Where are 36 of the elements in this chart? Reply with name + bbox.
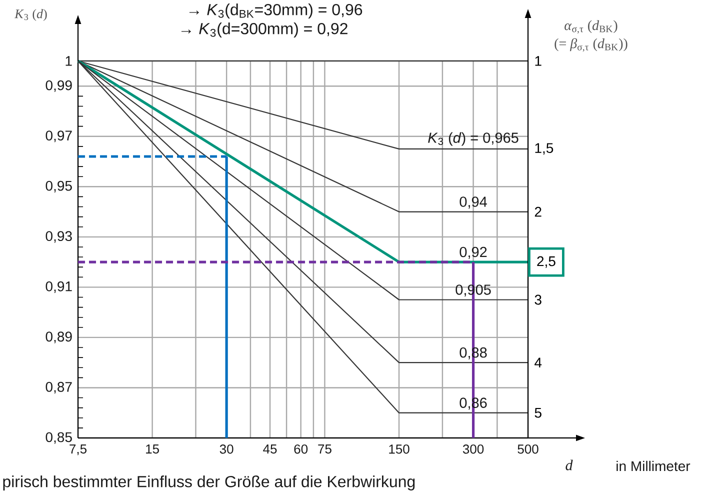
x-axis-title: d bbox=[566, 460, 573, 470]
series-label: 5 bbox=[534, 408, 542, 418]
y-tick-label: 0,93 bbox=[46, 231, 72, 243]
y-tick-label: 0,85 bbox=[46, 432, 72, 444]
x-tick-label: 300 bbox=[462, 444, 484, 454]
y-tick-label: 0,87 bbox=[46, 382, 72, 394]
x-tick-label: 30 bbox=[220, 444, 234, 454]
x-tick-label: 45 bbox=[263, 444, 277, 454]
text: → K$_{3}$(d$_{BK}$=30mm) = 0,96 bbox=[189, 4, 362, 18]
x-tick-label: 60 bbox=[294, 444, 308, 454]
y-tick-label: 0,89 bbox=[46, 332, 72, 344]
y-tick-label: 0,97 bbox=[46, 130, 72, 142]
series-label: 2,5 bbox=[537, 256, 556, 268]
x-tick-label: 150 bbox=[389, 444, 410, 454]
x-tick-label: 15 bbox=[146, 444, 159, 454]
data-label: K$_{3}$ (d) = 0,965 bbox=[428, 132, 518, 146]
text: pirisch bestimmter Einfluss der Größe auf die Kerbwirkung bbox=[3, 476, 415, 490]
x-tick-label: 7,5 bbox=[70, 444, 87, 456]
x-tick-label: 75 bbox=[318, 444, 332, 454]
y-axis-title: K$_{3}$ (d) bbox=[14, 9, 47, 21]
series-label: 1 bbox=[535, 56, 542, 66]
data-label: 0,92 bbox=[460, 246, 487, 259]
series-label: 2 bbox=[534, 206, 542, 217]
data-label: 0,94 bbox=[460, 196, 487, 209]
text: α$_{σ,τ}$ (d$_{BK}$) bbox=[564, 20, 618, 34]
text: → K$_{3}$(d=300mm) = 0,92 bbox=[181, 22, 348, 38]
series-label: 3 bbox=[534, 294, 542, 305]
x-tick-label: 500 bbox=[518, 444, 538, 454]
y-tick-label: 0,99 bbox=[46, 80, 72, 92]
series-label: 1,5 bbox=[535, 143, 554, 155]
y-tick-label: 1 bbox=[66, 56, 72, 66]
text: in Millimeter bbox=[616, 460, 690, 472]
series-label: 4 bbox=[534, 358, 542, 368]
text: (= β$_{σ,τ}$ (d$_{BK}$)) bbox=[554, 38, 628, 52]
y-tick-label: 0,95 bbox=[46, 180, 72, 192]
y-tick-label: 0,91 bbox=[46, 281, 72, 293]
